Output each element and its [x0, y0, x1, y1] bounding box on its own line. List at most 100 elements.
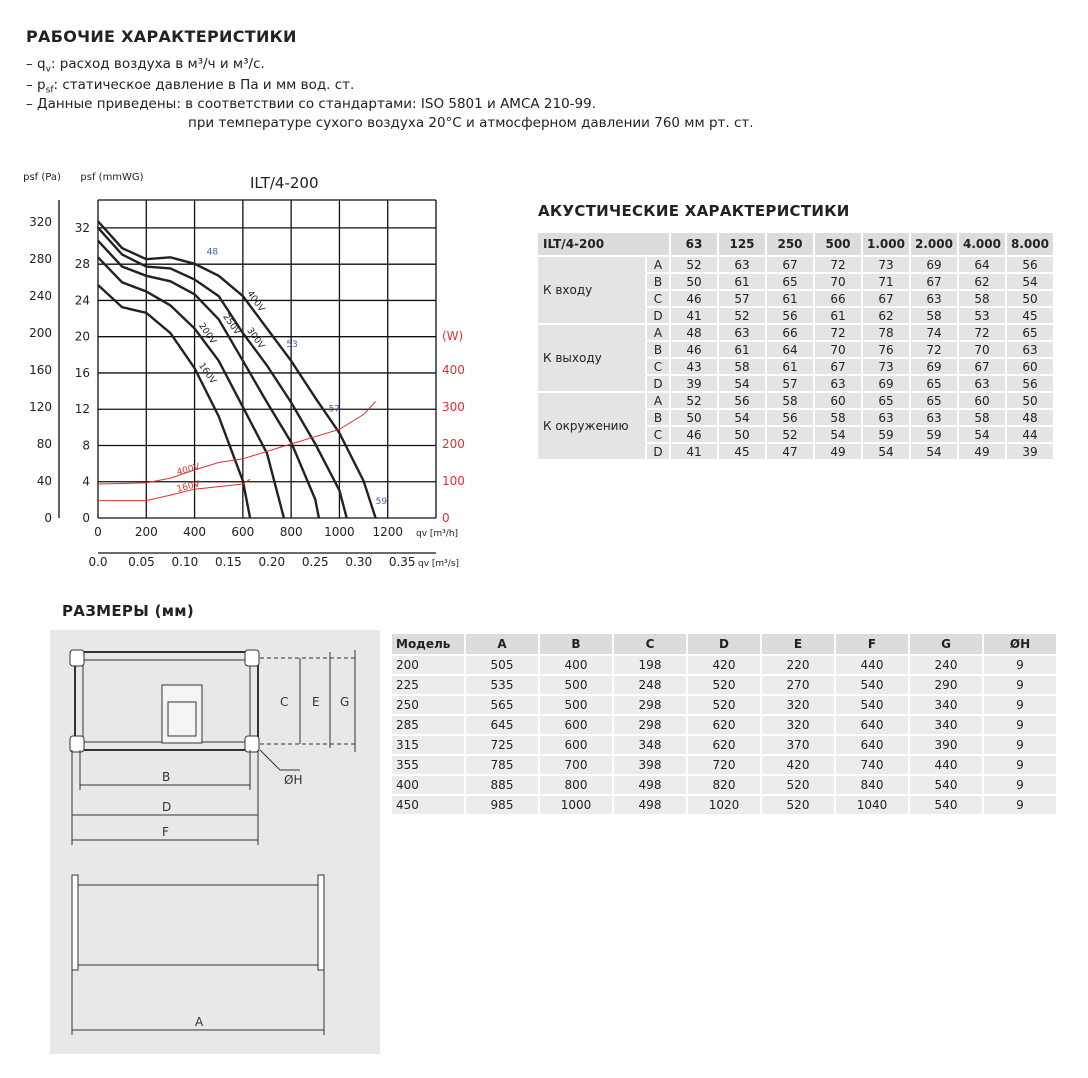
table-cell: 57: [765, 374, 815, 393]
table-cell: 58: [717, 357, 767, 376]
table-cell: 1000: [538, 794, 614, 816]
table-cell: 58: [957, 408, 1007, 427]
chart-title: ILT/4-200: [250, 174, 319, 192]
table-cell: 9: [982, 714, 1058, 736]
label-oh: ØH: [284, 773, 302, 787]
table-cell: 54: [861, 442, 911, 461]
table-cell: D: [645, 306, 671, 325]
table-cell: 800: [538, 774, 614, 796]
table-cell: 600: [538, 734, 614, 756]
freq-header: 2.000: [909, 231, 959, 257]
table-cell: 520: [760, 794, 836, 816]
x-label: qv [m³/h]: [416, 529, 458, 539]
table-cell: 450: [390, 794, 466, 816]
table-cell: 62: [861, 306, 911, 325]
x2-tick: 0.25: [302, 555, 329, 569]
table-cell: 72: [813, 323, 863, 342]
psf-text: : статическое давление в Па и мм вод. ст…: [53, 77, 355, 93]
table-row: D 39 54 57 63 69 65 63 56: [537, 374, 1055, 393]
table-cell: A: [645, 323, 671, 342]
column-header: E: [760, 632, 836, 656]
psf-sub: sf: [45, 85, 54, 96]
power-curve-400V: [97, 401, 376, 485]
table-cell: 290: [908, 674, 984, 696]
y-tick-pa: 160: [29, 363, 52, 377]
table-cell: 1020: [686, 794, 762, 816]
table-row: C 43 58 61 67 73 69 67 60: [537, 357, 1055, 376]
power-curve-160V: [98, 478, 251, 502]
table-cell: 69: [861, 374, 911, 393]
table-cell: 565: [464, 694, 540, 716]
table-cell: 54: [909, 442, 959, 461]
table-cell: A: [645, 391, 671, 410]
table-cell: 67: [765, 255, 815, 274]
table-cell: 820: [686, 774, 762, 796]
table-cell: 250: [390, 694, 466, 716]
table-cell: 71: [861, 272, 911, 291]
table-cell: 56: [1005, 255, 1055, 274]
table-cell: D: [645, 442, 671, 461]
table-cell: 59: [909, 425, 959, 444]
table-cell: 72: [957, 323, 1007, 342]
column-header: G: [908, 632, 984, 656]
table-cell: 620: [686, 714, 762, 736]
table-cell: 9: [982, 794, 1058, 816]
table-cell: B: [645, 408, 671, 427]
table-cell: 420: [760, 754, 836, 776]
pressure-curve-400V: [97, 220, 377, 519]
table-cell: 440: [908, 754, 984, 776]
table-cell: 620: [686, 734, 762, 756]
table-cell: 46: [669, 289, 719, 308]
table-cell: C: [645, 425, 671, 444]
acoustic-model: ILT/4-200: [536, 231, 671, 257]
table-cell: 56: [765, 408, 815, 427]
column-header: A: [464, 632, 540, 656]
label-g: G: [340, 695, 349, 709]
table-cell: 285: [390, 714, 466, 736]
pressure-curve-200V: [97, 256, 286, 519]
table-cell: 58: [957, 289, 1007, 308]
table-cell: 248: [612, 674, 688, 696]
table-cell: 440: [834, 654, 910, 676]
table-cell: 53: [957, 306, 1007, 325]
column-header: B: [538, 632, 614, 656]
table-cell: 41: [669, 442, 719, 461]
x2-tick: 0.10: [172, 555, 199, 569]
y-tick-pa: 280: [29, 252, 52, 266]
y-tick-mm: 8: [82, 438, 90, 452]
table-cell: 65: [909, 391, 959, 410]
table-cell: 48: [669, 323, 719, 342]
table-cell: 70: [957, 340, 1007, 359]
x2-tick: 0.15: [215, 555, 242, 569]
table-cell: 46: [669, 425, 719, 444]
table-cell: 49: [813, 442, 863, 461]
x2-tick: 0.0: [88, 555, 107, 569]
table-cell: 50: [669, 272, 719, 291]
table-cell: B: [645, 340, 671, 359]
performance-chart: 0408012016020024028032004812162024283201…: [23, 172, 465, 569]
table-row: D 41 52 56 61 62 58 53 45: [537, 306, 1055, 325]
y-tick-pa: 200: [29, 326, 52, 340]
x2-tick: 0.30: [345, 555, 372, 569]
y-tick-mm: 32: [75, 221, 90, 235]
table-cell: 50: [1005, 289, 1055, 308]
table-cell: 725: [464, 734, 540, 756]
table-cell: 54: [717, 374, 767, 393]
table-cell: 65: [861, 391, 911, 410]
table-cell: B: [645, 272, 671, 291]
column-header: ØH: [982, 632, 1058, 656]
table-cell: 66: [765, 323, 815, 342]
table-cell: 61: [717, 272, 767, 291]
table-cell: 61: [765, 289, 815, 308]
table-row: К входу A 52 63 67 72 73 69 64 56: [536, 255, 1055, 325]
table-cell: 54: [1005, 272, 1055, 291]
table-cell: 700: [538, 754, 614, 776]
pressure-curve-250V: [97, 239, 321, 519]
table-cell: 540: [908, 794, 984, 816]
table-row: 400 885 800 498 820 520 840 540 9: [390, 774, 1058, 796]
table-cell: 47: [765, 442, 815, 461]
table-cell: 225: [390, 674, 466, 696]
table-row: C 46 57 61 66 67 63 58 50: [537, 289, 1055, 308]
table-cell: 60: [1005, 357, 1055, 376]
y-label-pa: psf (Pa): [23, 172, 61, 183]
